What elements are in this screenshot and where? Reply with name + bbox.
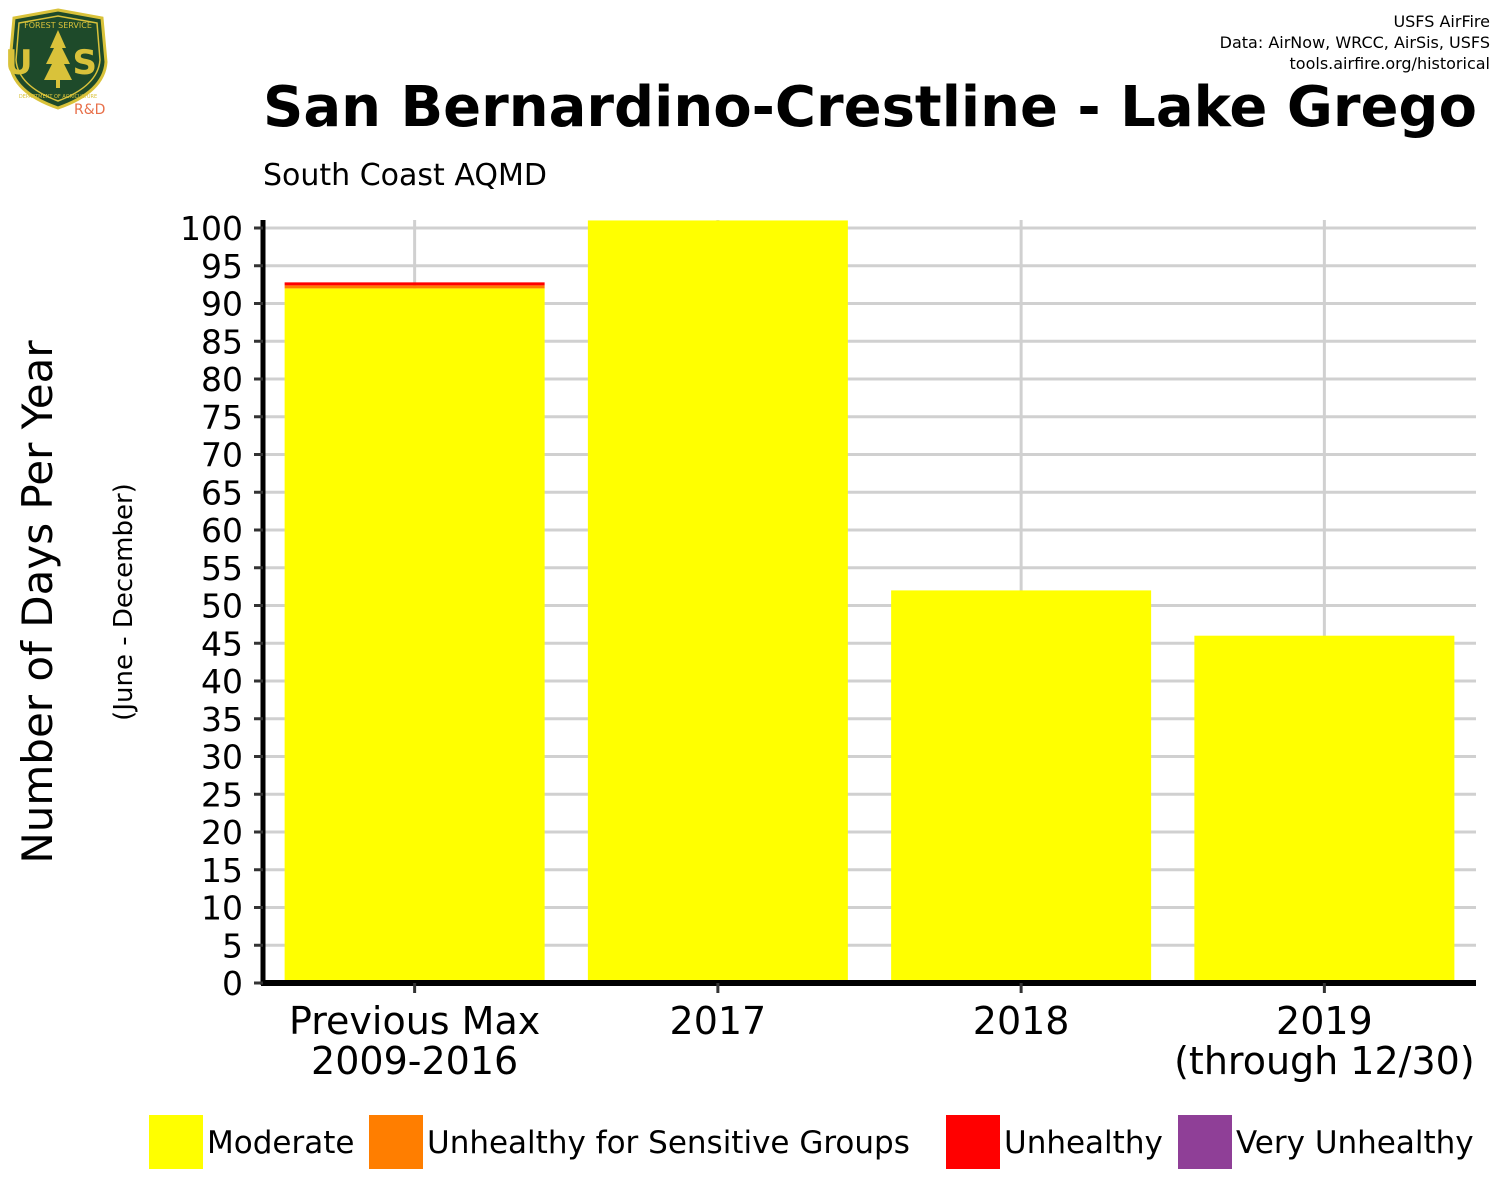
y-tick-label: 50 [201, 587, 243, 626]
y-axis-sublabel: (June - December) [109, 483, 139, 721]
y-tick-label: 45 [201, 624, 243, 663]
y-tick-label: 65 [201, 473, 243, 512]
y-tick-label: 55 [201, 549, 243, 588]
y-tick-label: 75 [201, 398, 243, 437]
credit-line-3: tools.airfire.org/historical [1290, 54, 1490, 73]
bar-segment-0-0 [284, 288, 545, 983]
y-tick-labels: 0510152025303540455055606570758085909510… [180, 209, 243, 1003]
y-tick-label: 40 [201, 662, 243, 701]
legend-label: Unhealthy [1004, 1125, 1163, 1161]
x-tick-label: Previous Max [289, 999, 540, 1043]
legend-swatch [149, 1115, 203, 1169]
logo-top-text: FOREST SERVICE [24, 21, 92, 30]
y-tick-label: 20 [201, 813, 243, 852]
legend-swatch [946, 1115, 1000, 1169]
x-tick-label: 2009-2016 [311, 1039, 518, 1083]
y-tick-label: 5 [222, 926, 243, 965]
y-axis-label: Number of Days Per Year [13, 340, 62, 864]
logo-main-text: U S [5, 43, 111, 83]
y-tick-label: 15 [201, 851, 243, 890]
legend-swatch [1178, 1115, 1232, 1169]
y-tick-label: 90 [201, 285, 243, 324]
y-tick-label: 25 [201, 775, 243, 814]
bar-segment-0-3 [1194, 635, 1455, 983]
x-tick-label: 2019 [1276, 999, 1373, 1043]
legend-swatch [369, 1115, 423, 1169]
axes [254, 220, 1476, 993]
legend: Moderate Unhealthy for Sensitive Groups Un… [149, 1115, 1474, 1169]
credit-line-2: Data: AirNow, WRCC, AirSis, USFS [1220, 33, 1490, 52]
bars [284, 220, 1455, 983]
logo-bottom-text: DEPARTMENT OF AGRICULTURE [19, 94, 97, 100]
x-tick-label: 2017 [670, 999, 767, 1043]
y-tick-label: 85 [201, 322, 243, 361]
legend-label: Unhealthy for Sensitive Groups [427, 1125, 910, 1161]
y-tick-label: 30 [201, 738, 243, 777]
y-tick-label: 70 [201, 436, 243, 475]
logo-rd-text: R&D [74, 102, 105, 118]
x-tick-label: (through 12/30) [1174, 1039, 1475, 1083]
legend-label: Very Unhealthy [1236, 1125, 1474, 1161]
y-tick-label: 80 [201, 360, 243, 399]
bar-segment-0-1 [587, 220, 848, 983]
y-tick-label: 35 [201, 700, 243, 739]
legend-label: Moderate [207, 1125, 354, 1161]
chart-title: San Bernardino-Crestline - Lake Grego [263, 75, 1477, 140]
y-tick-label: 60 [201, 511, 243, 550]
y-tick-label: 95 [201, 247, 243, 286]
bar-segment-1-0 [284, 285, 545, 289]
credit-line-1: USFS AirFire [1393, 12, 1490, 31]
x-tick-label: 2018 [973, 999, 1070, 1043]
y-tick-label: 0 [222, 964, 243, 1003]
usfs-logo: U S FOREST SERVICE DEPARTMENT OF AGRICUL… [5, 8, 111, 118]
y-tick-label: 10 [201, 889, 243, 928]
chart-subtitle: South Coast AQMD [263, 158, 547, 193]
y-tick-label: 100 [180, 209, 243, 248]
bar-segment-0-2 [891, 590, 1152, 983]
bar-segment-2-0 [284, 282, 545, 286]
